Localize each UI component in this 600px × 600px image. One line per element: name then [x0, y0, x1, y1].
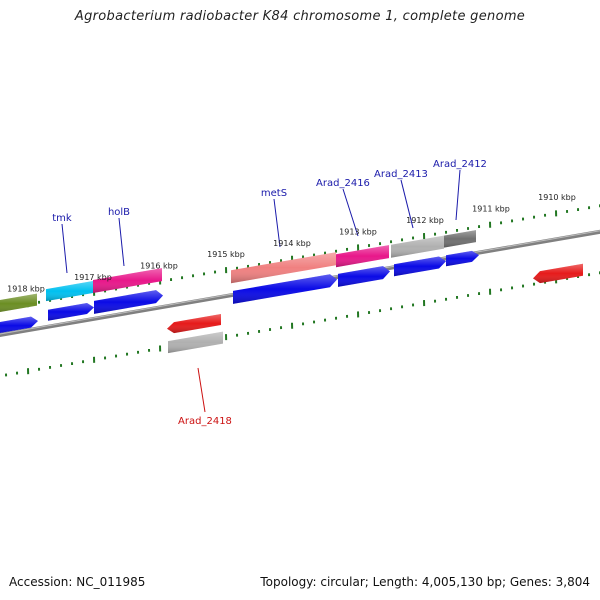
inner-tick-track — [5, 271, 600, 377]
map-title: Agrobacterium radiobacter K84 chromosome… — [74, 9, 526, 24]
gene-block-holb-shade — [93, 268, 162, 294]
kbp-label: 1911 kbp — [472, 205, 510, 214]
gene-block-arad-2418-shade — [168, 331, 223, 354]
cds-forward-arad-2416-shade — [338, 266, 390, 287]
cds-forward-arad-2413-shade — [394, 256, 446, 277]
gene-label-arad_2412: Arad_2412 — [433, 159, 487, 170]
gene-track — [0, 230, 583, 354]
kbp-label: 1915 kbp — [207, 250, 245, 259]
leader-mets — [273, 198, 281, 248]
outer-tick-track — [5, 204, 600, 310]
gene-label-arad_2416: Arad_2416 — [316, 178, 370, 189]
cds-forward-arad-2412-shade — [446, 250, 479, 267]
gene-block-tmk-shade — [46, 281, 93, 302]
gene-block-green-shade — [0, 293, 37, 312]
gene-block-arad-2416-shade — [336, 245, 389, 268]
kbp-label: 1918 kbp — [7, 285, 45, 294]
cds-forward-1-shade — [0, 316, 38, 334]
gene-block-mets-shade — [231, 252, 336, 284]
genome-summary: Topology: circular; Length: 4,005,130 bp… — [260, 575, 590, 589]
leader-arad_2412 — [455, 169, 461, 221]
kbp-labels: 1918 kbp 1917 kbp 1916 kbp 1915 kbp 1914 kbp… — [7, 193, 576, 293]
kbp-label: 1917 kbp — [74, 273, 112, 282]
kbp-label: 1914 kbp — [273, 239, 311, 248]
kbp-label: 1912 kbp — [406, 216, 444, 225]
leader-holb — [118, 217, 125, 267]
leader-arad_2418 — [197, 367, 206, 413]
cds-reverse-arad-2418-shade — [167, 313, 221, 334]
gene-label-holb: holB — [108, 207, 130, 218]
leader-arad_2413 — [400, 179, 414, 229]
gene-label-mets: metS — [261, 188, 287, 199]
kbp-label: 1916 kbp — [140, 262, 178, 271]
gene-block-arad-2413-shade — [391, 235, 444, 258]
gene-labels: tmk holB metS Arad_2416 Arad_2413 Arad_2412 Ar… — [52, 159, 487, 427]
kbp-label: 1913 kbp — [339, 227, 377, 236]
cds-forward-holb-shade — [94, 290, 163, 314]
gene-label-arad_2418: Arad_2418 — [178, 416, 232, 427]
gene-block-arad-2412-shade — [444, 230, 476, 248]
leader-tmk — [61, 223, 68, 274]
gene-label-tmk: tmk — [52, 213, 72, 224]
gene-label-arad_2413: Arad_2413 — [374, 169, 428, 180]
label-leaders — [61, 169, 461, 413]
cds-reverse-right-shade — [533, 263, 583, 284]
kbp-label: 1910 kbp — [538, 193, 576, 202]
accession-label: Accession: NC_011985 — [9, 575, 146, 589]
leader-arad_2416 — [342, 188, 359, 237]
cds-forward-tmk-shade — [48, 303, 94, 321]
cds-forward-mets-shade — [233, 274, 337, 304]
